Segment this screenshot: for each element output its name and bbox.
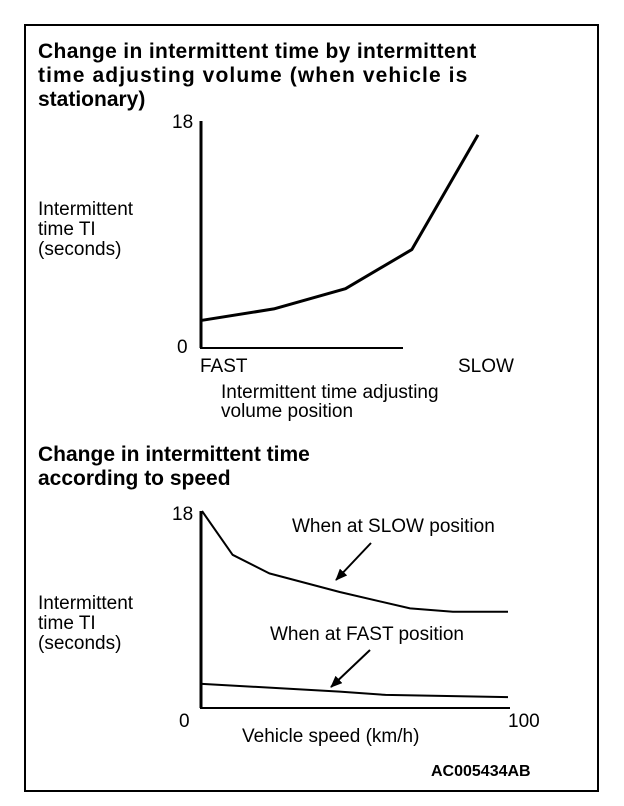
chart1-ylabel-line-2: time TI — [38, 219, 96, 240]
chart2-fast-arrow — [330, 649, 371, 688]
chart1-ytick-bottom: 0 — [177, 337, 188, 358]
chart1-ytick-top: 18 — [172, 112, 194, 133]
chart1-title-line-2: time adjusting volume (when vehicle is — [38, 64, 469, 87]
chart1-series-line — [201, 134, 480, 322]
chart1-xtick-slow: SLOW — [458, 356, 514, 377]
chart1-xtick-fast: FAST — [200, 356, 248, 377]
chart2-xtick-left: 0 — [179, 711, 190, 732]
chart2-legend-slow: When at SLOW position — [292, 516, 495, 537]
chart1-title-line-1: Change in intermittent time by intermitt… — [38, 40, 477, 63]
chart2-slow-arrow — [335, 542, 372, 581]
chart1-xlabel-line-2: volume position — [221, 401, 354, 422]
chart2-title-line-2: according to speed — [38, 467, 231, 490]
chart1-ylabel-line-1: Intermittent — [38, 199, 134, 220]
chart2-series-slow-line — [201, 510, 508, 613]
chart1-ylabel-line-3: (seconds) — [38, 239, 122, 260]
chart2-xlabel: Vehicle speed (km/h) — [242, 726, 420, 747]
chart2-legend-fast: When at FAST position — [270, 624, 464, 645]
chart2-ytick-top: 18 — [172, 504, 194, 525]
chart2-ylabel-line-3: (seconds) — [38, 633, 122, 654]
chart2-ylabel-line-1: Intermittent — [38, 593, 134, 614]
figure-code: AC005434AB — [431, 763, 531, 780]
chart2-title-line-1: Change in intermittent time — [38, 443, 310, 466]
chart1-title-line-3: stationary) — [38, 88, 146, 111]
chart2-series-fast-line — [201, 682, 509, 699]
figure-frame — [24, 24, 599, 792]
chart2-xtick-right: 100 — [508, 711, 540, 732]
chart2-ylabel-line-2: time TI — [38, 613, 96, 634]
chart1-xlabel-line-1: Intermittent time adjusting — [221, 382, 439, 403]
